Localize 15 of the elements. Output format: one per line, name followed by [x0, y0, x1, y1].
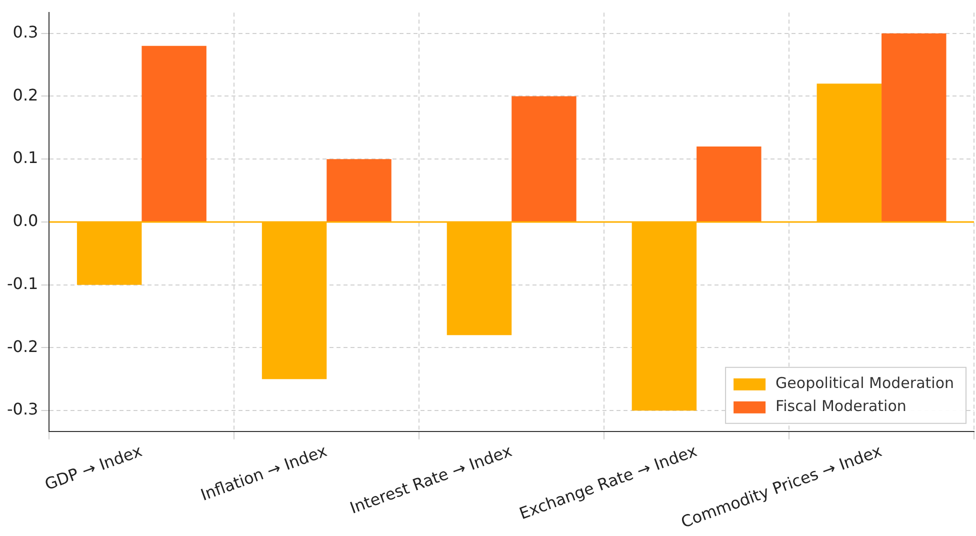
- x-tick-label: GDP → Index: [42, 441, 144, 494]
- y-tick-label: 0.0: [12, 211, 38, 230]
- y-tick-label: -0.2: [7, 336, 38, 356]
- legend-label: Fiscal Moderation: [776, 397, 906, 416]
- bar: [512, 96, 576, 222]
- y-tick-label: 0.2: [12, 85, 38, 104]
- y-tick-label: 0.1: [12, 148, 38, 168]
- y-tick-label: -0.3: [7, 400, 38, 419]
- legend-label: Geopolitical Moderation: [776, 374, 954, 392]
- bar: [142, 46, 206, 222]
- bar: [696, 146, 762, 222]
- bar: [882, 33, 946, 222]
- y-tick-label: 0.3: [12, 22, 38, 42]
- bar: [326, 159, 392, 222]
- y-tick-label: -0.1: [7, 274, 38, 293]
